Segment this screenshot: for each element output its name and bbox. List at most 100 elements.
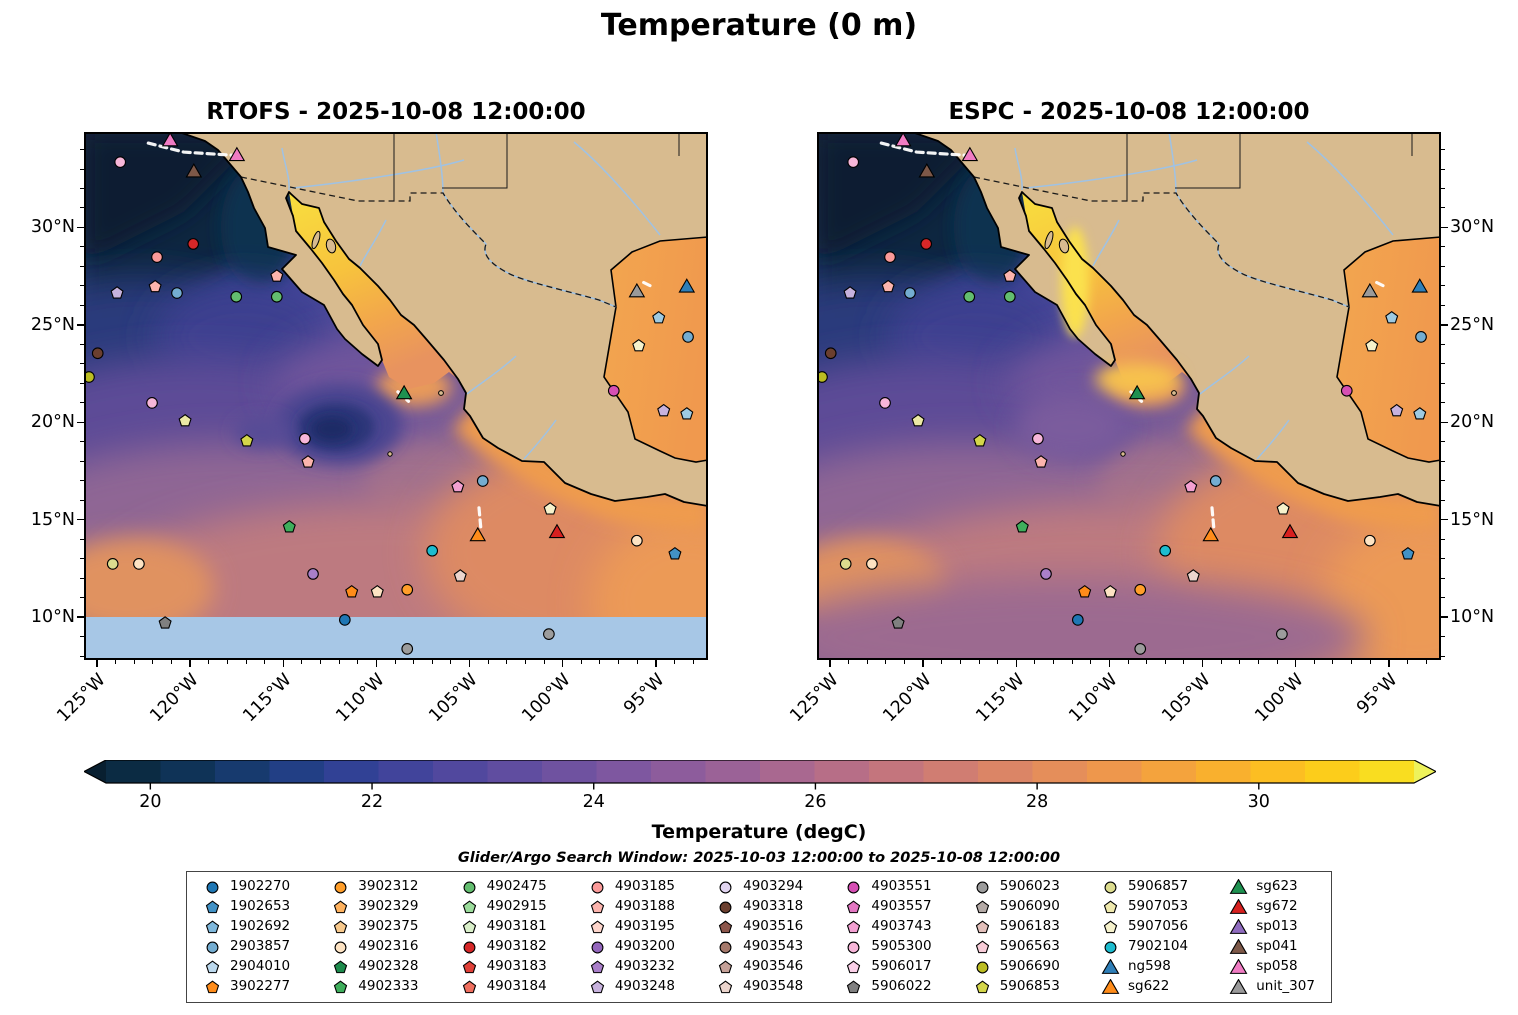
y-axis-minor-tick: [1441, 558, 1445, 560]
x-axis-minor-tick: [115, 660, 117, 664]
y-axis-minor-tick: [1441, 168, 1445, 170]
triangle-marker-icon: [1229, 898, 1248, 914]
pentagon-marker-icon: [718, 919, 733, 933]
y-axis-tick: [1441, 324, 1448, 326]
legend-item-label: 4903188: [614, 898, 675, 915]
legend-item-label: 5906183: [999, 918, 1060, 935]
legend-item-3902277: 3902277: [203, 977, 290, 997]
pentagon-marker-icon: [975, 899, 989, 913]
map-marker-pentagon: [1078, 585, 1092, 598]
x-axis-tick: [1015, 660, 1018, 667]
x-axis-minor-tick: [413, 660, 415, 664]
circle-marker-icon: [719, 881, 732, 893]
x-axis-minor-tick: [692, 660, 694, 664]
legend-item-sg623: sg623: [1229, 877, 1315, 897]
pentagon-marker-icon: [205, 899, 220, 913]
legend-item-label: 4902915: [486, 898, 547, 915]
legend-item-label: sp041: [1256, 938, 1298, 955]
x-axis-minor-tick: [673, 660, 675, 664]
map-marker-pentagon: [632, 338, 646, 352]
legend-item-label: 4903200: [614, 938, 675, 955]
x-axis-minor-tick: [226, 660, 228, 664]
legend-item-5906690: 5906690: [973, 957, 1060, 977]
map-marker-circle: [1276, 628, 1288, 640]
map-marker-circle: [401, 583, 414, 596]
pentagon-marker-icon: [334, 979, 348, 993]
map-marker-pentagon: [657, 403, 671, 417]
map-marker-circle: [607, 384, 620, 397]
x-axis-minor-tick: [599, 660, 601, 664]
pentagon-marker-icon: [718, 979, 733, 993]
y-axis-minor-tick: [80, 480, 84, 482]
y-axis-tick-label: 25°N: [30, 314, 75, 335]
x-axis-minor-tick: [357, 660, 359, 664]
map-marker-circle: [114, 156, 127, 168]
legend-item-4903546: 4903546: [716, 957, 803, 977]
legend-item-sp058: sp058: [1229, 957, 1315, 977]
triangle-marker-icon: [1101, 978, 1120, 994]
pentagon-marker-icon: [334, 959, 348, 973]
y-axis-tick-label: 30°N: [30, 217, 75, 238]
no-data-band: [84, 617, 708, 660]
glider-track: [642, 280, 656, 290]
map-marker-circle: [1032, 432, 1044, 445]
map-marker-circle: [879, 397, 891, 409]
x-axis-tick-label: 125°W: [785, 670, 843, 727]
x-axis-minor-tick: [487, 660, 489, 664]
legend-item-3902329: 3902329: [331, 897, 418, 917]
x-axis-tick-label: 95°W: [1352, 670, 1401, 719]
map-marker-pentagon: [1413, 407, 1427, 420]
legend-item-label: 5906022: [871, 978, 932, 995]
map-marker-circle: [824, 347, 837, 360]
triangle-marker-icon: [1229, 978, 1248, 994]
map-marker-circle: [1003, 290, 1016, 303]
map-frame: [84, 132, 708, 660]
colorbar-arrow-right: [1414, 760, 1436, 783]
circle-marker-icon: [719, 901, 732, 913]
y-axis-tick-label: 15°N: [30, 509, 75, 530]
y-axis-tick: [1441, 226, 1448, 229]
legend-item-4903548: 4903548: [716, 977, 803, 997]
legend-item-4903743: 4903743: [844, 917, 932, 937]
y-axis-tick: [77, 518, 84, 521]
pentagon-marker-icon: [334, 919, 348, 933]
legend-item-sg622: sg622: [1101, 977, 1188, 997]
x-axis-tick: [1388, 660, 1390, 667]
triangle-marker-icon: [1229, 918, 1248, 934]
y-axis-tick-label: 20°N: [30, 412, 75, 433]
legend-item-4902328: 4902328: [331, 957, 418, 977]
legend-item-7902104: 7902104: [1101, 937, 1188, 957]
y-axis-minor-tick: [80, 149, 84, 151]
y-axis-tick-label: 10°N: [1450, 607, 1495, 628]
pentagon-marker-icon: [975, 979, 989, 993]
y-axis-minor-tick: [1441, 363, 1445, 365]
y-axis-tick: [77, 421, 84, 424]
x-axis-tick: [96, 660, 98, 667]
legend-item-1902692: 1902692: [203, 917, 290, 937]
x-axis-minor-tick: [245, 660, 247, 664]
glider-track: [146, 141, 234, 157]
map-marker-circle: [426, 544, 439, 557]
y-axis-minor-tick: [1441, 441, 1445, 443]
map-marker-pentagon: [843, 286, 857, 299]
y-axis-minor-tick: [1441, 382, 1445, 384]
legend-item-label: 4903743: [871, 918, 932, 935]
country-borders: [240, 176, 617, 308]
legend-item-label: 4903546: [743, 958, 804, 975]
figure-title: Temperature (0 m): [600, 8, 918, 43]
x-axis-minor-tick: [171, 660, 173, 664]
x-axis-minor-tick: [506, 660, 508, 664]
y-axis-tick: [1441, 421, 1448, 424]
legend-item-4903551: 4903551: [844, 877, 932, 897]
map-marker-circle: [1134, 583, 1147, 596]
legend-item-label: 4902328: [358, 958, 419, 975]
y-axis-tick: [1441, 616, 1448, 618]
map-marker-circle: [543, 628, 555, 640]
legend-item-label: 3902312: [358, 878, 419, 895]
pentagon-marker-icon: [590, 899, 604, 913]
y-axis-minor-tick: [80, 597, 84, 599]
legend-item-label: 3902375: [358, 918, 419, 935]
map-marker-circle: [84, 371, 95, 383]
legend-item-label: 5906017: [871, 958, 932, 975]
